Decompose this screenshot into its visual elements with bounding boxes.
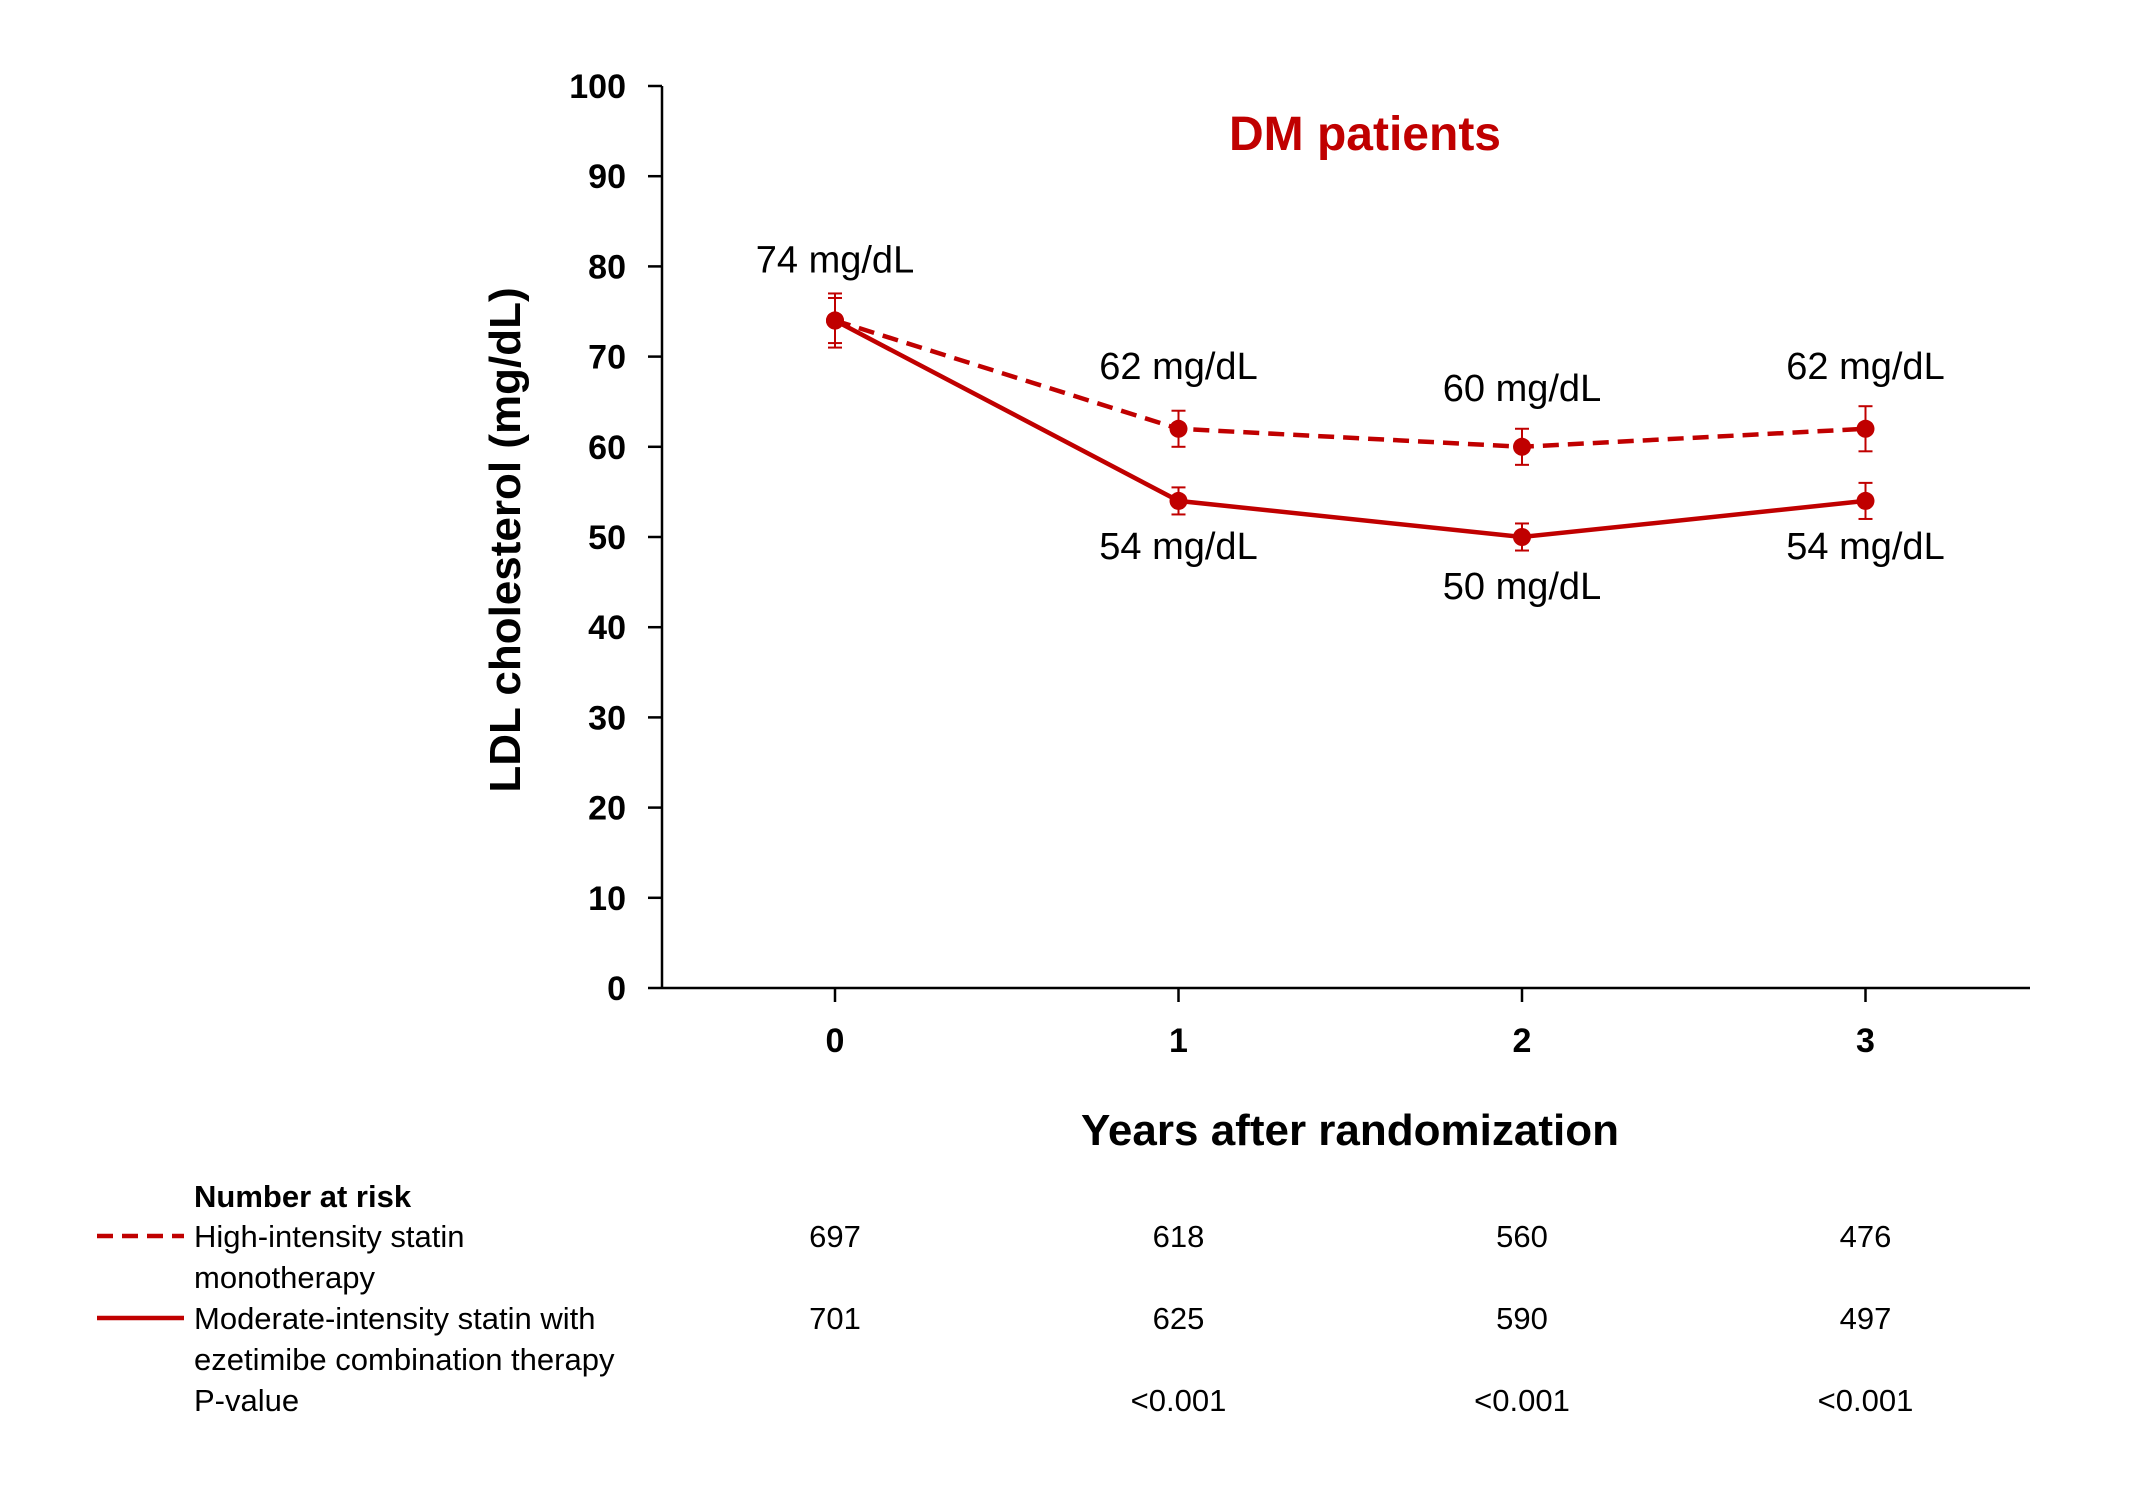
- data-label: 54 mg/dL: [1786, 526, 1944, 568]
- y-tick-label: 50: [588, 519, 626, 557]
- x-tick-label: 3: [1856, 1022, 1875, 1060]
- x-tick-label: 1: [1169, 1022, 1188, 1060]
- risk-row-label: Moderate-intensity statin with: [194, 1301, 595, 1336]
- risk-row-label: monotherapy: [194, 1260, 375, 1295]
- risk-count: 590: [1496, 1301, 1548, 1336]
- risk-count: 476: [1840, 1219, 1892, 1254]
- risk-count: 497: [1840, 1301, 1892, 1336]
- x-tick-label: 2: [1513, 1022, 1532, 1060]
- y-tick-label: 70: [588, 339, 626, 377]
- series-line-0: [834, 318, 1866, 450]
- risk-count: 625: [1153, 1301, 1205, 1336]
- y-tick-label: 0: [607, 970, 626, 1008]
- y-tick-label: 20: [588, 790, 626, 828]
- data-point: [1856, 491, 1875, 510]
- risk-table-header: Number at risk: [194, 1179, 412, 1214]
- data-point: [826, 311, 844, 330]
- data-point: [1169, 419, 1188, 438]
- data-label: 62 mg/dL: [1099, 346, 1257, 388]
- y-tick-label: 100: [569, 68, 626, 106]
- risk-count: 618: [1153, 1219, 1205, 1254]
- y-tick-label: 80: [588, 248, 626, 286]
- y-tick-label: 90: [588, 158, 626, 196]
- pvalue: <0.001: [1131, 1383, 1227, 1418]
- number-at-risk-table: Number at risk High-intensity statin monot…: [97, 1179, 1913, 1418]
- risk-row-label: ezetimibe combination therapy: [194, 1342, 615, 1377]
- risk-row-label: High-intensity statin: [194, 1219, 465, 1254]
- data-point: [1169, 491, 1188, 510]
- data-point: [1856, 419, 1875, 438]
- y-tick-label: 30: [588, 699, 626, 737]
- y-tick-label: 40: [588, 609, 626, 647]
- data-label: 74 mg/dL: [756, 240, 914, 282]
- risk-count: 697: [809, 1219, 861, 1254]
- data-label: 50 mg/dL: [1443, 566, 1601, 608]
- pvalue: <0.001: [1474, 1383, 1570, 1418]
- data-point: [1513, 437, 1531, 456]
- chart-title: DM patients: [1229, 108, 1501, 161]
- y-tick-label: 60: [588, 429, 626, 467]
- x-axis-title: Years after randomization: [1081, 1106, 1619, 1155]
- pvalue-label: P-value: [194, 1383, 299, 1418]
- y-axis-title: LDL cholesterol (mg/dL): [481, 287, 530, 792]
- data-label: 54 mg/dL: [1099, 526, 1257, 568]
- pvalue: <0.001: [1818, 1383, 1914, 1418]
- x-tick-label: 0: [826, 1022, 845, 1060]
- series-line-1: [833, 318, 1866, 540]
- data-point: [1513, 528, 1531, 546]
- data-label: 62 mg/dL: [1786, 346, 1944, 388]
- data-label: 60 mg/dL: [1443, 368, 1601, 410]
- plot-area: 0 10 20 30 40 50 60 70 80 90 100 0 1 2 3 74 mg/dL 62 mg/…: [569, 68, 2030, 1060]
- risk-count: 701: [809, 1301, 861, 1336]
- y-tick-label: 10: [588, 880, 626, 918]
- risk-count: 560: [1496, 1219, 1548, 1254]
